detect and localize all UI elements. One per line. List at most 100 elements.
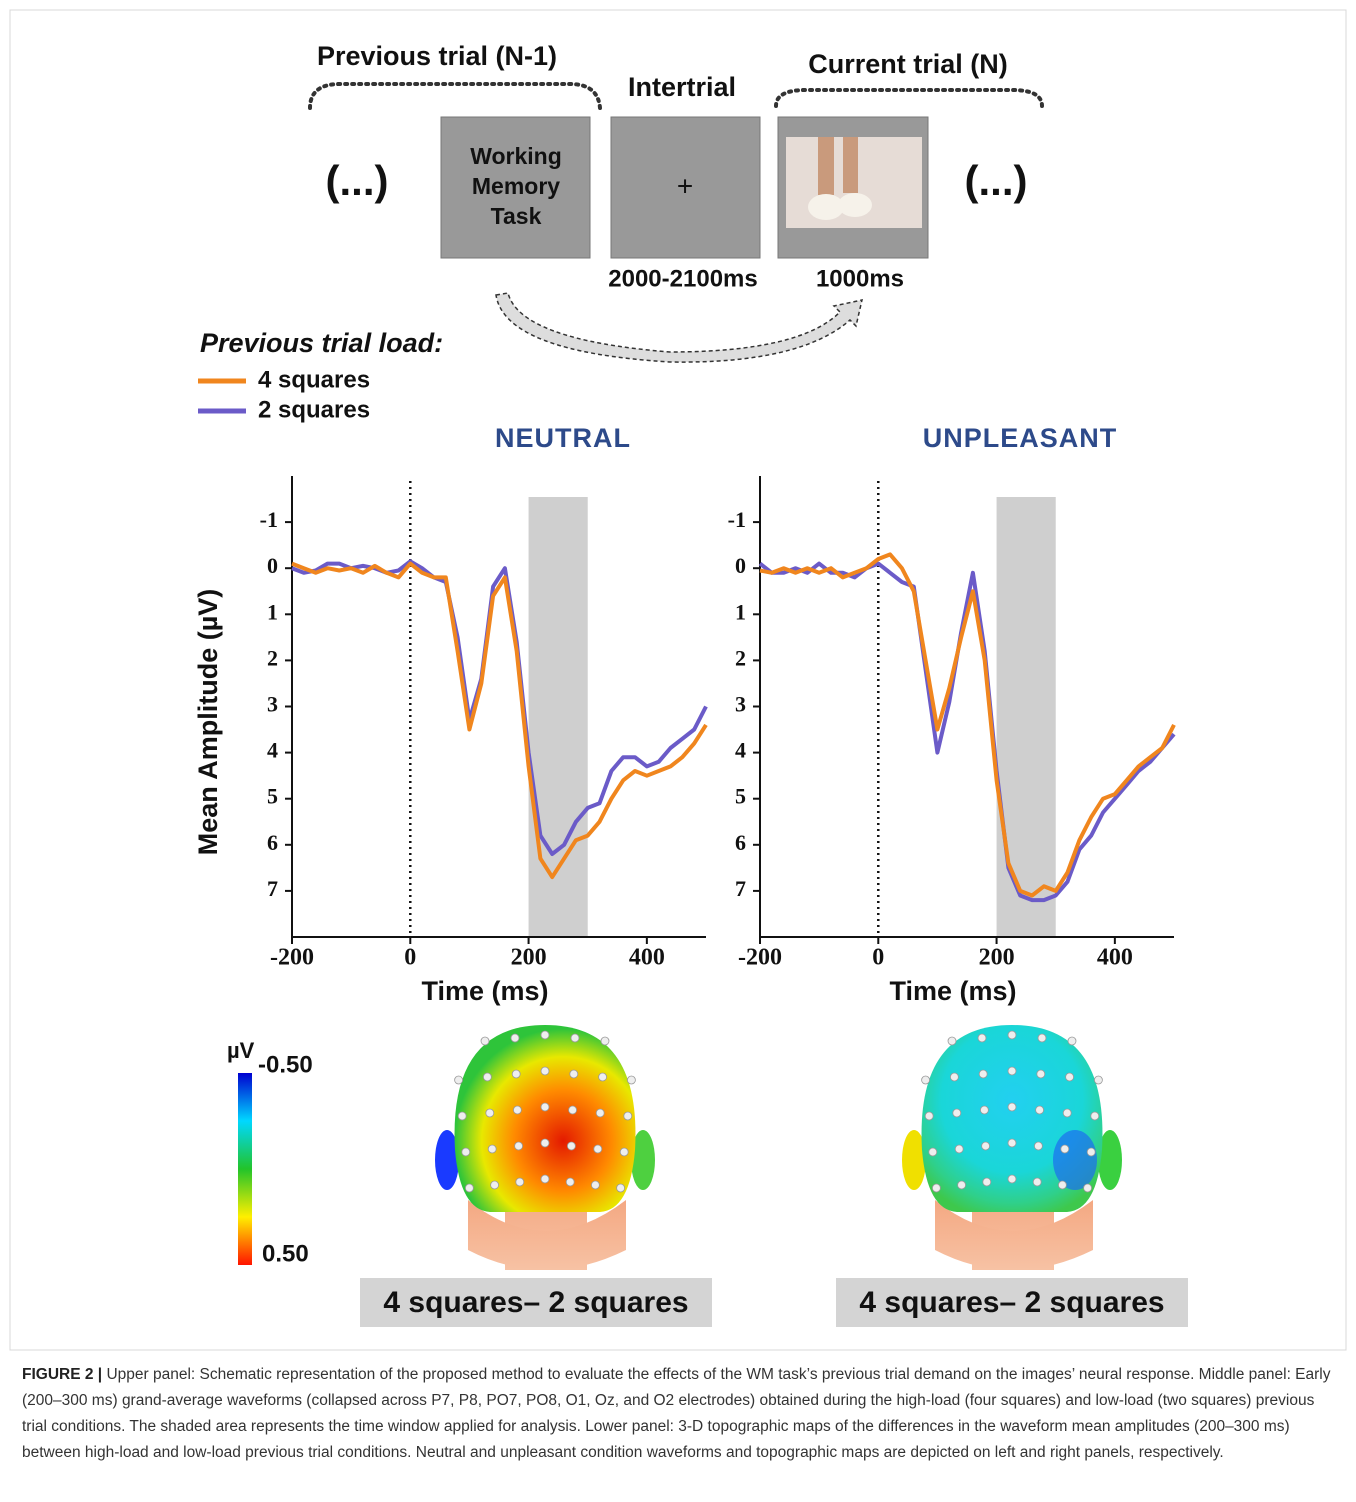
electrode [541, 1031, 549, 1039]
x-tick-label: -200 [270, 945, 314, 971]
y-tick-label: 2 [267, 645, 278, 670]
y-tick-label: 2 [735, 645, 746, 670]
figure-number: FIGURE 2 | [22, 1366, 102, 1383]
box-text: Task [491, 203, 542, 229]
electrode [1008, 1031, 1016, 1039]
electrode [566, 1178, 574, 1186]
y-tick-label: 4 [267, 738, 278, 763]
y-tick-label: 0 [735, 553, 746, 578]
electrode [458, 1112, 466, 1120]
y-axis-label: Mean Amplitude (µV) [193, 589, 223, 856]
electrode [950, 1073, 958, 1081]
figure-graphics: Previous trial (N-1) Intertrial Current … [0, 0, 1356, 1360]
electrode [481, 1037, 489, 1045]
electrode [1038, 1034, 1046, 1042]
electrode [601, 1037, 609, 1045]
electrode [513, 1106, 521, 1114]
electrode [980, 1106, 988, 1114]
electrode [599, 1073, 607, 1081]
electrode [486, 1109, 494, 1117]
electrode [1033, 1178, 1041, 1186]
x-tick-label: 200 [511, 945, 547, 971]
caption: FIGURE 2 | Upper panel: Schematic repres… [22, 1362, 1332, 1466]
ellipsis: (...) [965, 157, 1028, 204]
electrode [1063, 1109, 1071, 1117]
x-axis-label: Time (ms) [889, 976, 1016, 1006]
previous-trial: Previous trial (N-1) [317, 41, 557, 71]
electrode [932, 1184, 940, 1192]
electrode [624, 1112, 632, 1120]
chart-title: UNPLEASANT [923, 423, 1118, 453]
colorbar-label: 0.50 [262, 1240, 309, 1267]
legend-title: Previous trial load: [200, 328, 443, 358]
y-tick-label: 4 [735, 738, 746, 763]
electrode [978, 1034, 986, 1042]
electrode [571, 1034, 579, 1042]
legend-label: 2 squares [258, 396, 370, 423]
electrode [983, 1178, 991, 1186]
electrode [1037, 1070, 1045, 1078]
electrode [620, 1148, 628, 1156]
electrode [1058, 1181, 1066, 1189]
analysis-window [997, 497, 1056, 937]
electrode [541, 1067, 549, 1075]
x-tick-label: 400 [1097, 945, 1133, 971]
topomap-label: 4 squares– 2 squares [383, 1286, 688, 1319]
x-tick-label: 0 [404, 945, 416, 971]
electrode [483, 1073, 491, 1081]
y-tick-label: 5 [735, 784, 746, 809]
electrode [465, 1184, 473, 1192]
bracket [776, 90, 1042, 106]
y-tick-label: 0 [267, 553, 278, 578]
box-text: Memory [472, 173, 560, 199]
x-tick-label: 0 [872, 945, 884, 971]
y-tick-label: 6 [267, 830, 278, 855]
electrode [541, 1175, 549, 1183]
electrode [488, 1145, 496, 1153]
electrode [1066, 1073, 1074, 1081]
electrode [567, 1142, 575, 1150]
electrode [953, 1109, 961, 1117]
electrode [627, 1076, 635, 1084]
arrow [496, 293, 862, 362]
figure: Previous trial (N-1) Intertrial Current … [0, 0, 1356, 1502]
electrode [1091, 1112, 1099, 1120]
colorbar [238, 1073, 252, 1265]
electrode [1008, 1103, 1016, 1111]
electrode [929, 1148, 937, 1156]
electrode [1034, 1142, 1042, 1150]
duration: 2000-2100ms [608, 265, 757, 292]
bracket [310, 84, 600, 108]
current-trial: Current trial (N) [808, 49, 1008, 79]
y-tick-label: 6 [735, 830, 746, 855]
electrode [569, 1106, 577, 1114]
electrode [958, 1181, 966, 1189]
electrode [1087, 1148, 1095, 1156]
y-tick-label: 3 [267, 692, 278, 717]
electrode [1061, 1145, 1069, 1153]
electrode [455, 1076, 463, 1084]
electrode [594, 1145, 602, 1153]
y-tick-label: 3 [735, 692, 746, 717]
intertrial: Intertrial [628, 72, 736, 102]
y-tick-label: -1 [260, 507, 278, 532]
x-axis-label: Time (ms) [421, 976, 548, 1006]
stimulus-image [786, 137, 922, 228]
electrode [1094, 1076, 1102, 1084]
y-tick-label: 5 [267, 784, 278, 809]
y-tick-label: 1 [735, 599, 746, 624]
electrode [591, 1181, 599, 1189]
electrode [982, 1142, 990, 1150]
electrode [570, 1070, 578, 1078]
electrode [979, 1070, 987, 1078]
electrode [462, 1148, 470, 1156]
electrode [491, 1181, 499, 1189]
topomap [435, 1025, 655, 1270]
electrode [955, 1145, 963, 1153]
chart-title: NEUTRAL [495, 423, 631, 453]
electrode [1008, 1067, 1016, 1075]
y-tick-label: 7 [267, 876, 278, 901]
electrode [541, 1103, 549, 1111]
y-tick-label: 7 [735, 876, 746, 901]
box-text: Working [470, 143, 562, 169]
